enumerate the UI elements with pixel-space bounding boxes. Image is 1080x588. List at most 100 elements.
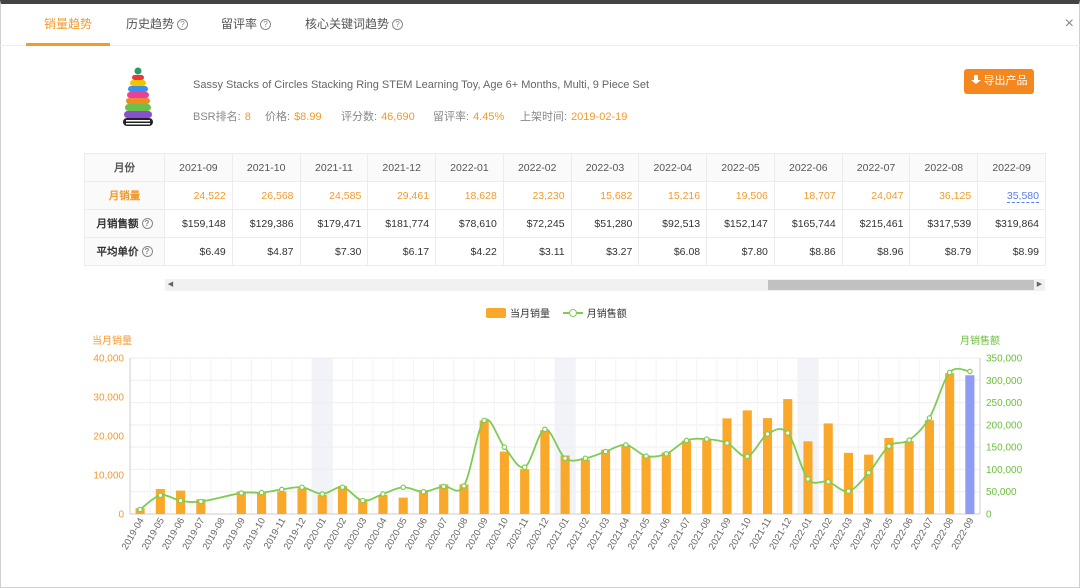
bar-monthly-sales[interactable]	[459, 484, 469, 514]
bar-monthly-sales[interactable]	[277, 491, 287, 514]
bar-monthly-sales[interactable]	[884, 437, 894, 514]
line-point-monthly-revenue[interactable]	[542, 426, 548, 433]
bar-monthly-sales[interactable]	[439, 484, 449, 514]
bar-monthly-sales[interactable]	[924, 420, 934, 514]
line-point-monthly-revenue[interactable]	[724, 440, 730, 446]
line-point-monthly-revenue[interactable]	[400, 484, 407, 491]
help-icon[interactable]: ?	[141, 246, 153, 257]
line-point-monthly-revenue[interactable]	[865, 469, 872, 476]
line-point-monthly-revenue[interactable]	[643, 453, 649, 459]
tab-history-trend[interactable]: 历史趋势?	[126, 4, 189, 46]
line-point-monthly-revenue[interactable]	[137, 506, 143, 513]
bar-monthly-sales[interactable]	[236, 491, 246, 514]
bar-monthly-sales[interactable]	[601, 449, 611, 514]
line-point-monthly-revenue[interactable]	[906, 437, 912, 443]
scrollbar-thumb[interactable]	[768, 280, 1034, 290]
scroll-right-icon[interactable]: ▶	[1036, 281, 1043, 288]
line-point-monthly-revenue[interactable]	[481, 417, 487, 424]
line-point-monthly-revenue[interactable]	[521, 464, 528, 471]
legend-bar-swatch[interactable]	[486, 308, 506, 318]
line-point-monthly-revenue[interactable]	[501, 444, 508, 450]
bar-monthly-sales[interactable]	[621, 444, 631, 514]
line-point-monthly-revenue[interactable]	[886, 443, 892, 449]
legend-line-label[interactable]: 月销售额	[586, 309, 627, 320]
bar-monthly-sales[interactable]	[540, 430, 550, 514]
bar-monthly-sales[interactable]	[702, 439, 712, 514]
close-icon[interactable]: ×	[1064, 15, 1074, 32]
line-point-monthly-revenue[interactable]	[420, 488, 427, 495]
line-point-monthly-revenue[interactable]	[461, 483, 467, 489]
bar-monthly-sales[interactable]	[418, 490, 429, 514]
header-month-cell: 2022-04	[638, 153, 708, 182]
help-icon[interactable]: ?	[141, 218, 153, 229]
line-point-monthly-revenue[interactable]	[967, 368, 973, 375]
bar-monthly-sales[interactable]	[358, 499, 368, 514]
bar-monthly-sales[interactable]	[823, 423, 833, 514]
table-horizontal-scrollbar[interactable]: ◀ ▶	[165, 279, 1045, 291]
bar-monthly-sales[interactable]	[722, 418, 732, 514]
bar-monthly-sales[interactable]	[945, 373, 955, 514]
bar-monthly-sales[interactable]	[196, 499, 206, 514]
bar-monthly-sales[interactable]	[499, 451, 509, 514]
line-point-monthly-revenue[interactable]	[562, 455, 568, 462]
tab-core-keyword-trend[interactable]: 核心关键词趋势?	[305, 4, 404, 46]
help-icon[interactable]: ?	[177, 19, 189, 30]
scroll-left-icon[interactable]: ◀	[167, 281, 174, 288]
line-point-monthly-revenue[interactable]	[805, 476, 811, 482]
line-point-monthly-revenue[interactable]	[380, 491, 386, 497]
tab-sales-trend[interactable]: 销量趋势	[25, 4, 111, 46]
bar-monthly-sales[interactable]	[479, 420, 489, 514]
line-point-monthly-revenue[interactable]	[683, 437, 690, 444]
bar-monthly-sales[interactable]	[580, 459, 590, 514]
line-point-monthly-revenue[interactable]	[623, 442, 629, 448]
line-point-monthly-revenue[interactable]	[582, 455, 589, 462]
line-point-monthly-revenue[interactable]	[258, 489, 265, 496]
help-icon[interactable]: ?	[260, 19, 272, 30]
tab-review-rate[interactable]: 留评率?	[221, 4, 272, 46]
line-point-monthly-revenue[interactable]	[663, 451, 670, 457]
line-point-monthly-revenue[interactable]	[845, 488, 852, 494]
line-point-monthly-revenue[interactable]	[784, 430, 791, 436]
line-point-monthly-revenue[interactable]	[703, 436, 710, 442]
line-point-monthly-revenue[interactable]	[319, 491, 326, 497]
bar-monthly-sales[interactable]	[641, 455, 651, 515]
table-cell: 24,585	[299, 181, 369, 210]
line-point-monthly-revenue[interactable]	[602, 448, 609, 455]
bar-monthly-sales[interactable]	[398, 497, 408, 514]
bar-monthly-sales[interactable]	[297, 488, 307, 514]
bar-monthly-sales[interactable]	[337, 485, 348, 514]
line-point-monthly-revenue[interactable]	[339, 484, 346, 491]
bar-monthly-sales[interactable]	[661, 452, 671, 514]
bar-monthly-sales[interactable]	[762, 418, 773, 514]
bar-monthly-sales[interactable]	[783, 399, 793, 514]
line-point-monthly-revenue[interactable]	[926, 415, 933, 421]
line-point-monthly-revenue[interactable]	[764, 431, 771, 437]
bar-monthly-sales[interactable]	[965, 375, 975, 514]
line-point-monthly-revenue[interactable]	[177, 497, 184, 504]
bar-monthly-sales[interactable]	[378, 494, 388, 514]
bar-monthly-sales[interactable]	[843, 452, 854, 514]
legend-bar-label[interactable]: 当月销量	[510, 309, 550, 320]
line-point-monthly-revenue[interactable]	[238, 490, 245, 496]
bar-monthly-sales[interactable]	[256, 492, 267, 514]
bar-monthly-sales[interactable]	[904, 441, 914, 514]
line-point-monthly-revenue[interactable]	[440, 483, 447, 490]
bar-monthly-sales[interactable]	[681, 440, 692, 514]
line-point-monthly-revenue[interactable]	[946, 369, 953, 376]
legend-line-swatch[interactable]	[562, 308, 583, 318]
line-point-monthly-revenue[interactable]	[278, 486, 285, 493]
help-icon[interactable]: ?	[392, 19, 404, 30]
line-point-monthly-revenue[interactable]	[299, 484, 305, 491]
line-point-monthly-revenue[interactable]	[825, 478, 832, 485]
bar-monthly-sales[interactable]	[560, 455, 570, 515]
bar-monthly-sales[interactable]	[317, 494, 327, 514]
bar-monthly-sales[interactable]	[155, 489, 165, 514]
line-point-monthly-revenue[interactable]	[198, 498, 204, 505]
line-point-monthly-revenue[interactable]	[359, 497, 366, 504]
line-point-monthly-revenue[interactable]	[157, 492, 164, 499]
bar-monthly-sales[interactable]	[864, 454, 874, 514]
bar-monthly-sales[interactable]	[520, 469, 530, 514]
export-product-button[interactable]: 导出产品	[964, 69, 1034, 94]
bar-monthly-sales[interactable]	[742, 410, 752, 514]
line-point-monthly-revenue[interactable]	[744, 453, 751, 460]
